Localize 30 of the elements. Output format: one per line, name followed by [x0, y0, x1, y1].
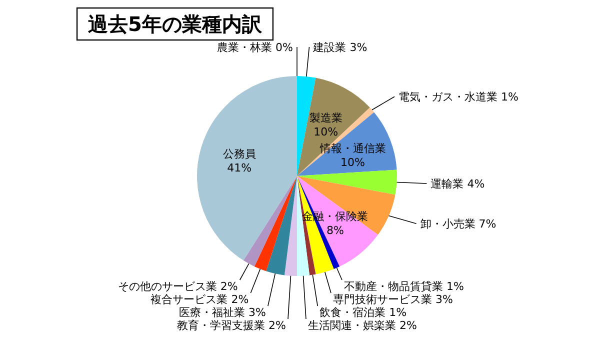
slice-label: 教育・学習支援業 2%	[177, 319, 286, 332]
title: 過去5年の業種内訳	[76, 7, 274, 41]
slice-label: 建設業 3%	[312, 41, 368, 54]
pie-slice	[197, 76, 297, 260]
data-label: 8%	[326, 224, 344, 238]
pie-slice	[297, 176, 378, 266]
pie-slice	[243, 176, 297, 266]
pie-slice	[297, 176, 396, 235]
slice-label: 生活関連・娯楽業 2%	[308, 319, 417, 332]
pie-slice	[254, 176, 297, 272]
pie-slice	[297, 170, 397, 195]
slice-label: 飲食・宿泊業 1%	[320, 306, 407, 319]
data-label: 10%	[314, 125, 338, 138]
slice-label: 公務員	[222, 147, 256, 160]
slice-label: 製造業	[309, 111, 342, 124]
data-label: 41%	[227, 161, 252, 174]
slice-label: 不動産・物品賃貸業 1%	[344, 280, 464, 293]
slice-label: 卸・小売業 7%	[420, 218, 496, 231]
slice-label: 運輸業 4%	[430, 178, 485, 191]
chart-title: 過去5年の業種内訳	[87, 12, 263, 36]
pie-slice	[284, 176, 297, 276]
slice-label: 医療・福祉業 3%	[178, 306, 266, 319]
category-label: 農業・林業 0%	[217, 41, 293, 54]
pie-slice	[297, 108, 374, 176]
slice-label: 専門技術サービス業 3%	[332, 293, 453, 306]
data-label: 10%	[340, 156, 366, 169]
slice-label: 電気・ガス・水道業 1%	[398, 90, 518, 104]
slice-label: 複合サービス業 2%	[150, 293, 249, 306]
slice-label: その他のサービス業 2%	[118, 280, 238, 293]
pie-slice	[266, 176, 297, 276]
